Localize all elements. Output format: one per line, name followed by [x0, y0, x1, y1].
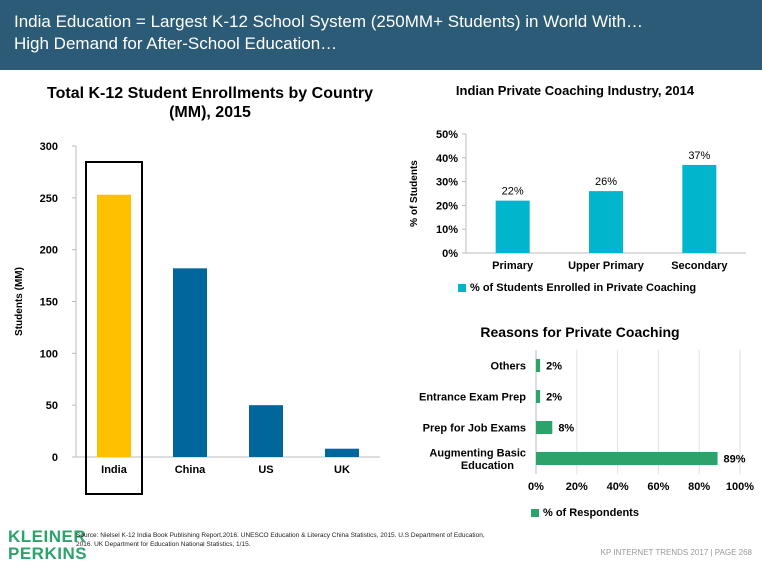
reasons-data-label: 2% [546, 361, 562, 373]
reasons-chart-title: Reasons for Private Coaching [480, 324, 680, 340]
enrollments-x-tick-label: UK [334, 464, 350, 476]
reasons-chart: 0% 20% 40% 60% 80% 100% 2% Others 2% Entrance Exa… [419, 350, 754, 493]
coaching-legend-swatch [458, 284, 466, 292]
coaching-chart-title: Indian Private Coaching Industry, 2014 [455, 83, 695, 98]
enrollments-chart: 0 50 100 150 200 250 300 Students (MM) India Chin… [14, 141, 380, 495]
coaching-chart: 0% 10% 20% 30% 40% 50% % of Students 22% Primary… [409, 129, 746, 272]
enrollments-y-tick-label: 100 [40, 348, 58, 360]
slide-header: India Education = Largest K-12 School Sy… [0, 0, 762, 70]
coaching-x-tick-label: Primary [492, 260, 534, 272]
coaching-y-tick-label: 10% [436, 224, 458, 236]
coaching-y-tick-label: 40% [436, 153, 458, 165]
enrollments-bar-china [173, 268, 207, 457]
reasons-x-tick-label: 80% [688, 481, 710, 493]
source-note: Source: Nielsel K-12 India Book Publishi… [76, 532, 485, 548]
logo-line-2: PERKINS [8, 544, 88, 563]
reasons-data-label: 8% [558, 423, 574, 435]
reasons-bar [536, 390, 541, 403]
highlight-box [85, 161, 143, 495]
reasons-legend-label: % of Respondents [543, 507, 639, 519]
reasons-bar [536, 359, 541, 372]
enrollments-y-tick-label: 300 [40, 141, 58, 153]
coaching-data-label: 22% [502, 186, 524, 198]
coaching-y-axis-label: % of Students [409, 160, 420, 227]
coaching-y-tick-label: 0% [442, 248, 458, 260]
coaching-y-tick-label: 30% [436, 177, 458, 189]
coaching-legend-label: % of Students Enrolled in Private Coachi… [470, 282, 697, 294]
enrollments-y-tick-label: 50 [46, 400, 58, 412]
reasons-bar [536, 421, 553, 434]
logo-line-1: KLEINER [8, 527, 87, 546]
enrollments-y-tick-label: 250 [40, 193, 58, 205]
coaching-bar [682, 164, 717, 253]
enrollments-y-axis-label: Students (MM) [14, 267, 25, 336]
enrollments-x-tick-label: US [258, 464, 273, 476]
coaching-x-tick-label: Secondary [671, 260, 728, 272]
reasons-category-label-line: Education [461, 460, 514, 472]
coaching-x-tick-label: Upper Primary [568, 260, 645, 272]
reasons-x-tick-label: 60% [647, 481, 669, 493]
enrollments-x-tick-label: India [101, 464, 128, 476]
coaching-legend: % of Students Enrolled in Private Coachi… [458, 282, 696, 294]
reasons-data-label: 2% [546, 392, 562, 404]
reasons-category-label: Augmenting Basic Education [429, 447, 526, 472]
reasons-x-tick-label: 0% [528, 481, 544, 493]
reasons-category-label: Entrance Exam Prep [419, 392, 526, 404]
reasons-x-tick-label: 20% [566, 481, 588, 493]
reasons-x-tick-label: 100% [726, 481, 754, 493]
reasons-category-label: Others [491, 361, 526, 373]
coaching-data-label: 26% [595, 176, 617, 188]
enrollments-y-tick-label: 150 [40, 297, 58, 309]
enrollments-y-tick-label: 200 [40, 245, 58, 257]
coaching-y-tick-label: 50% [436, 129, 458, 141]
reasons-category-label: Prep for Job Exams [423, 423, 526, 435]
reasons-bar [536, 452, 718, 465]
reasons-legend: % of Respondents [531, 507, 639, 519]
enrollments-chart-title: Total K-12 Student Enrollments by Countr… [47, 85, 373, 121]
enrollments-bar-uk [325, 448, 359, 457]
kleiner-perkins-logo: KLEINER PERKINS [8, 528, 87, 562]
enrollments-bar-us [249, 405, 283, 457]
coaching-bar [589, 191, 623, 253]
reasons-category-label-line: Augmenting Basic [429, 447, 526, 459]
coaching-y-tick-label: 20% [436, 200, 458, 212]
coaching-data-label: 37% [688, 150, 710, 162]
header-title-line-1: India Education = Largest K-12 School Sy… [14, 12, 643, 31]
enrollments-y-tick-label: 0 [52, 452, 58, 464]
header-title-line-2: High Demand for After-School Education… [14, 34, 338, 53]
coaching-bar [495, 200, 530, 253]
enrollments-bar-india [97, 194, 131, 457]
enrollments-x-tick-label: China [175, 464, 206, 476]
reasons-x-tick-label: 40% [607, 481, 629, 493]
reasons-data-label: 89% [724, 454, 746, 466]
reasons-legend-swatch [531, 509, 539, 517]
page-footer: KP INTERNET TRENDS 2017 | PAGE 268 [600, 548, 752, 557]
